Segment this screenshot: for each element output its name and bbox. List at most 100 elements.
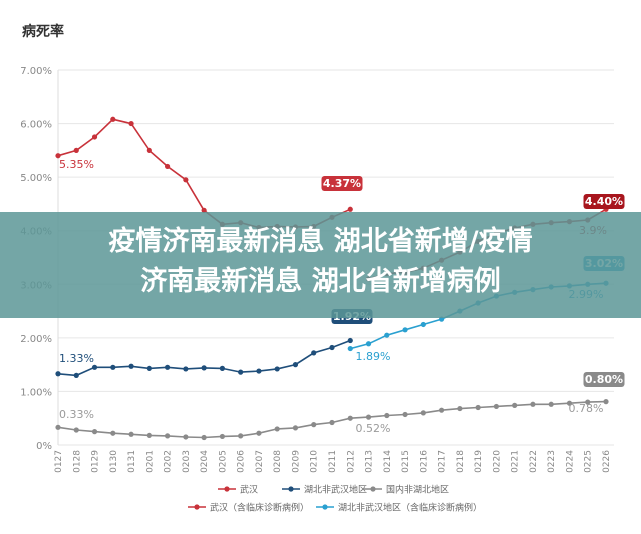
y-tick-label: 0% [36, 441, 52, 452]
data-point [146, 147, 152, 153]
x-tick-label: 0127 [54, 450, 64, 473]
x-tick-label: 0217 [438, 450, 448, 473]
legend-marker [288, 486, 294, 492]
data-point [420, 321, 426, 328]
x-tick-label: 0202 [164, 450, 174, 473]
x-tick-label: 0219 [474, 450, 484, 473]
x-tick-label: 0201 [145, 450, 155, 473]
y-tick-label: 2.00% [20, 334, 52, 345]
data-point [347, 206, 353, 212]
data-point [165, 364, 171, 370]
data-point [55, 153, 61, 159]
data-point [548, 401, 554, 407]
banner-line-2: 济南最新消息 湖北省新增病例 [140, 266, 501, 297]
x-tick-label: 0210 [310, 450, 320, 473]
data-point [311, 422, 317, 428]
data-point [384, 332, 390, 338]
data-point [603, 399, 609, 405]
data-point [128, 431, 134, 437]
x-tick-label: 0223 [547, 450, 557, 473]
data-point [256, 368, 262, 374]
annotation-badge [321, 176, 363, 191]
data-point [219, 433, 225, 440]
data-point [365, 414, 372, 420]
legend-label: 湖北非武汉地区（含临床诊断病例） [338, 502, 482, 514]
annotation-label: 4.37% [323, 177, 361, 190]
data-point [110, 116, 116, 122]
data-point [146, 365, 152, 371]
data-point [183, 366, 189, 372]
y-tick-label: 1.00% [20, 387, 52, 398]
banner-text: 疫情济南最新消息 湖北省新增/疫情 济南最新消息 湖北省新增病例 [0, 222, 641, 302]
data-point [566, 400, 573, 406]
x-tick-label: 0204 [200, 450, 210, 473]
legend-label: 国内非湖北地区 [386, 484, 449, 496]
data-point [365, 341, 372, 347]
data-point [311, 350, 317, 356]
series-line [57, 400, 607, 439]
overlay-banner [0, 212, 641, 318]
data-point [292, 362, 299, 368]
x-tick-label: 0128 [72, 450, 82, 473]
annotation-label: 0.80% [585, 373, 623, 386]
data-point [165, 163, 171, 170]
data-point [347, 345, 353, 352]
y-tick-label: 5.00% [20, 173, 52, 184]
x-tick-label: 0205 [218, 450, 228, 473]
data-point [585, 399, 591, 405]
data-point [128, 120, 134, 127]
data-point [91, 429, 98, 435]
data-point [402, 411, 408, 418]
annotation-label: 1.89% [356, 350, 391, 363]
data-point [55, 371, 61, 377]
x-axis-ticks: 0127 0128 0129 0130 0131 0201 0202 0203 0204 0205… [54, 450, 612, 473]
x-tick-label: 0207 [255, 450, 265, 473]
data-point [183, 434, 189, 440]
data-point [402, 327, 408, 333]
banner-line-1: 疫情济南最新消息 湖北省新增/疫情 [108, 226, 533, 257]
x-tick-label: 0214 [383, 450, 393, 473]
legend-marker [370, 486, 376, 492]
data-point [110, 364, 116, 370]
x-tick-label: 0212 [346, 450, 356, 473]
x-tick-label: 0208 [273, 450, 283, 473]
data-point [73, 372, 79, 378]
legend-marker [224, 486, 230, 492]
data-point [91, 364, 98, 370]
x-tick-label: 0209 [291, 450, 301, 473]
annotation-label: 1.33% [59, 352, 94, 365]
x-tick-label: 0206 [237, 450, 247, 473]
data-point [55, 424, 61, 430]
legend-marker [194, 504, 200, 510]
data-point [493, 403, 499, 410]
y-tick-label: 7.00% [20, 66, 52, 77]
data-point [329, 419, 335, 426]
data-point [457, 405, 463, 412]
y-tick-label: 6.00% [20, 120, 52, 131]
x-tick-label: 0220 [492, 450, 502, 473]
data-point [292, 425, 299, 431]
x-tick-label: 0225 [584, 450, 594, 473]
x-tick-label: 0216 [419, 450, 429, 473]
data-point [256, 430, 262, 436]
data-point [512, 402, 518, 408]
annotation-badge [583, 372, 625, 387]
data-point [146, 432, 152, 438]
data-point [384, 412, 390, 419]
annotation-label: 0.33% [59, 408, 94, 421]
x-tick-label: 0222 [529, 450, 539, 473]
data-point [329, 344, 335, 351]
x-tick-label: 0211 [328, 450, 338, 473]
annotation-label: 5.35% [59, 158, 94, 171]
x-tick-label: 0221 [511, 450, 521, 473]
legend-marker [322, 504, 328, 510]
chart-title: 病死率 [22, 23, 64, 40]
legend-label: 武汉 [240, 484, 258, 496]
x-tick-label: 0218 [456, 450, 466, 473]
data-point [530, 401, 536, 407]
data-point [475, 404, 481, 411]
x-tick-label: 0215 [401, 450, 411, 473]
x-tick-label: 0129 [91, 450, 101, 473]
data-point [238, 369, 244, 375]
